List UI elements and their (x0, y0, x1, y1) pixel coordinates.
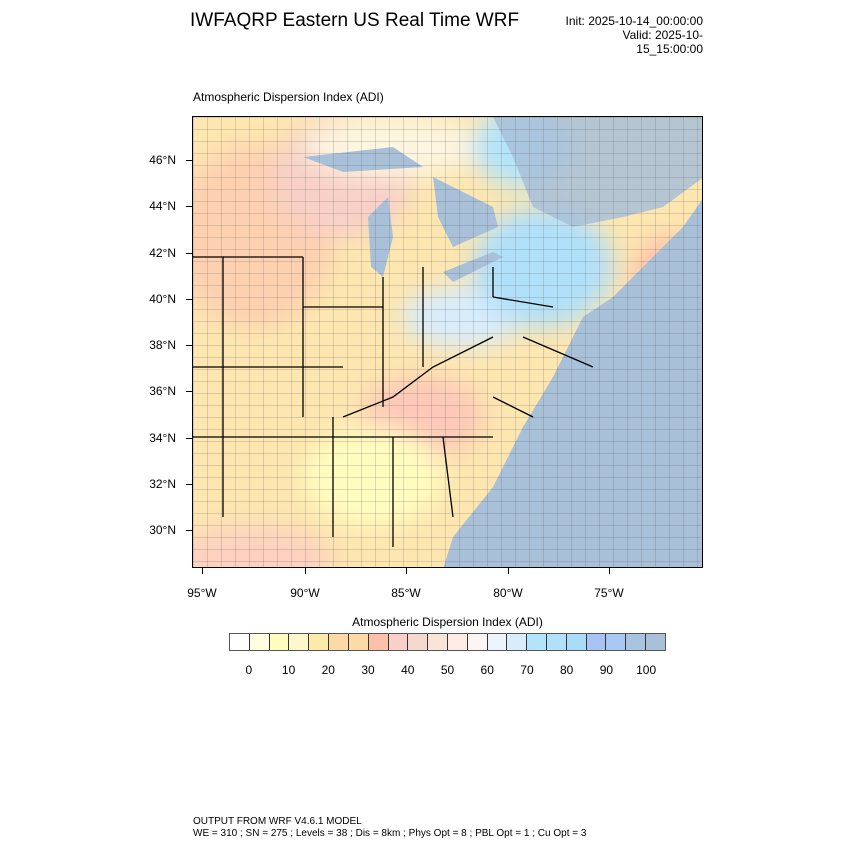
lat-tick (186, 160, 192, 161)
colorbar-swatch (309, 634, 330, 650)
colorbar-label: 100 (636, 663, 657, 677)
lon-tick (609, 568, 610, 574)
lon-tick (202, 568, 203, 574)
colorbar-swatch (348, 634, 369, 650)
colorbar-swatch (269, 634, 290, 650)
colorbar-label: 30 (361, 663, 375, 677)
lat-tick (186, 391, 192, 392)
lat-tick (186, 438, 192, 439)
adi-map (192, 116, 703, 568)
colorbar-swatch (408, 634, 429, 650)
lon-tick (406, 568, 407, 574)
colorbar-swatch (368, 634, 389, 650)
lat-label: 44°N (149, 199, 176, 213)
colorbar-swatch (428, 634, 448, 650)
state-borders (193, 256, 594, 547)
county-lines (193, 117, 702, 567)
plot-title: IWFAQRP Eastern US Real Time WRF (190, 10, 520, 31)
model-version: OUTPUT FROM WRF V4.6.1 MODEL (193, 816, 362, 827)
colorbar-label: 90 (599, 663, 614, 677)
lon-tick (508, 568, 509, 574)
lon-label: 85°W (391, 586, 421, 600)
colorbar-swatch (547, 634, 567, 650)
lat-tick (186, 299, 192, 300)
lat-tick (186, 206, 192, 207)
colorbar-label: 70 (520, 663, 534, 677)
colorbar-swatch (249, 634, 270, 650)
colorbar-label: 80 (559, 663, 574, 677)
time-info: Init: 2025-10-14_00:00:00 Valid: 2025-10… (560, 14, 703, 56)
lat-label: 32°N (149, 477, 176, 491)
colorbar-swatch (646, 634, 665, 650)
lon-label: 90°W (290, 586, 320, 600)
init-time: Init: 2025-10-14_00:00:00 (565, 14, 703, 28)
colorbar-swatch (507, 634, 528, 650)
colorbar-swatch (606, 634, 627, 650)
lat-label: 34°N (149, 431, 176, 445)
colorbar-title: Atmospheric Dispersion Index (ADI) (352, 615, 543, 629)
colorbar-label: 50 (440, 663, 455, 677)
model-info: OUTPUT FROM WRF V4.6.1 MODEL WE = 310 ; … (193, 816, 586, 840)
colorbar-swatch (626, 634, 647, 650)
colorbar-swatch (447, 634, 468, 650)
lat-label: 36°N (149, 384, 176, 398)
lon-label: 80°W (493, 586, 523, 600)
colorbar-swatch (586, 634, 607, 650)
lat-tick (186, 345, 192, 346)
lat-label: 30°N (149, 523, 176, 537)
colorbar-swatch (566, 634, 587, 650)
colorbar-swatch (230, 634, 250, 650)
colorbar (229, 633, 666, 651)
lat-tick (186, 530, 192, 531)
lat-tick (186, 253, 192, 254)
colorbar-swatch (467, 634, 488, 650)
lon-label: 75°W (594, 586, 624, 600)
colorbar-label: 60 (480, 663, 494, 677)
lat-label: 42°N (149, 246, 176, 260)
colorbar-label: 10 (281, 663, 296, 677)
lat-label: 46°N (149, 153, 176, 167)
field-subtitle: Atmospheric Dispersion Index (ADI) (193, 90, 384, 104)
colorbar-swatch (487, 634, 508, 650)
colorbar-label: 40 (401, 663, 415, 677)
colorbar-swatch (329, 634, 349, 650)
valid-time: Valid: 2025-10-15_15:00:00 (622, 28, 704, 56)
colorbar-label: 0 (245, 663, 253, 677)
map-canvas (193, 117, 702, 567)
model-config: WE = 310 ; SN = 275 ; Levels = 38 ; Dis … (193, 828, 587, 839)
lon-tick (305, 568, 306, 574)
colorbar-swatch (289, 634, 310, 650)
lat-label: 40°N (149, 292, 176, 306)
colorbar-swatch (388, 634, 409, 650)
lat-tick (186, 484, 192, 485)
colorbar-swatch (527, 634, 547, 650)
colorbar-label: 20 (321, 663, 335, 677)
lat-label: 38°N (149, 338, 176, 352)
lon-label: 95°W (187, 586, 217, 600)
